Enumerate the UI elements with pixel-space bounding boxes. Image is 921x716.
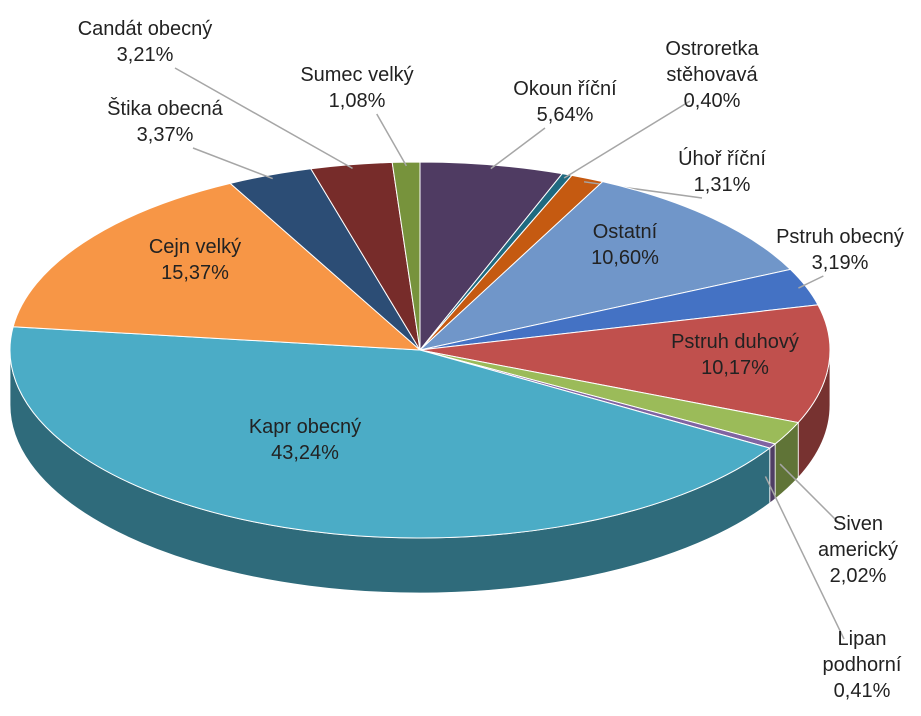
slice-label: Ostatní 10,60%	[565, 219, 685, 271]
label-value: 2,02%	[829, 565, 887, 587]
label-name: Lipan podhorní	[822, 628, 902, 676]
leader-line	[192, 147, 273, 180]
label-name: Sumec velký	[300, 64, 414, 86]
slice	[419, 161, 564, 352]
label-name: Pstruh duhový	[671, 331, 799, 353]
leader-line	[174, 67, 353, 170]
leader-line	[490, 127, 546, 170]
label-name: Úhoř říční	[678, 148, 766, 170]
label-value: 3,37%	[136, 124, 194, 146]
label-value: 3,21%	[116, 44, 174, 66]
label-name: Candát obecný	[77, 18, 213, 40]
slice	[418, 181, 792, 351]
label-value: 1,08%	[328, 90, 386, 112]
slice	[12, 182, 422, 351]
leader-line	[798, 275, 824, 289]
leader-line	[563, 100, 691, 179]
slice-label: Pstruh obecný 3,19%	[765, 224, 915, 276]
label-value: 15,37%	[161, 262, 229, 284]
slice-label: Lipan podhorní 0,41%	[807, 626, 917, 704]
slice-label: Candát obecný 3,21%	[60, 16, 230, 68]
slice-label: Úhoř říční 1,31%	[662, 146, 782, 198]
label-name: Ostatní	[592, 221, 658, 243]
label-name: Cejn velký	[148, 236, 242, 258]
leader-line	[779, 463, 841, 525]
label-value: 5,64%	[536, 104, 594, 126]
leader-line	[376, 113, 408, 167]
label-value: 0,41%	[833, 680, 891, 702]
label-name: Štika obecná	[107, 98, 223, 120]
slice	[9, 326, 771, 539]
slice	[391, 161, 421, 351]
label-value: 10,60%	[591, 247, 659, 269]
slice-label: Štika obecná 3,37%	[85, 96, 245, 148]
slice-label: Pstruh duhový 10,17%	[655, 329, 815, 381]
label-name: Okoun říční	[513, 78, 617, 100]
label-name: Kapr obecný	[248, 416, 362, 438]
slice-label: Cejn velký 15,37%	[125, 234, 265, 286]
label-value: 1,31%	[693, 174, 751, 196]
label-value: 0,40%	[683, 90, 741, 112]
label-value: 3,19%	[811, 252, 869, 274]
slice-label: Okoun říční 5,64%	[505, 76, 625, 128]
slice-label: Ostroretka stěhovavá 0,40%	[647, 36, 777, 114]
slice	[419, 304, 831, 424]
label-name: Siven americký	[817, 513, 898, 561]
slice-label: Siven americký 2,02%	[803, 511, 913, 589]
leader-line	[764, 476, 845, 640]
label-name: Pstruh obecný	[776, 226, 904, 248]
label-value: 10,17%	[701, 357, 769, 379]
slice-label: Sumec velký 1,08%	[287, 62, 427, 114]
label-name: Ostroretka stěhovavá	[665, 38, 759, 86]
label-value: 43,24%	[271, 442, 339, 464]
slice-label: Kapr obecný 43,24%	[225, 414, 385, 466]
